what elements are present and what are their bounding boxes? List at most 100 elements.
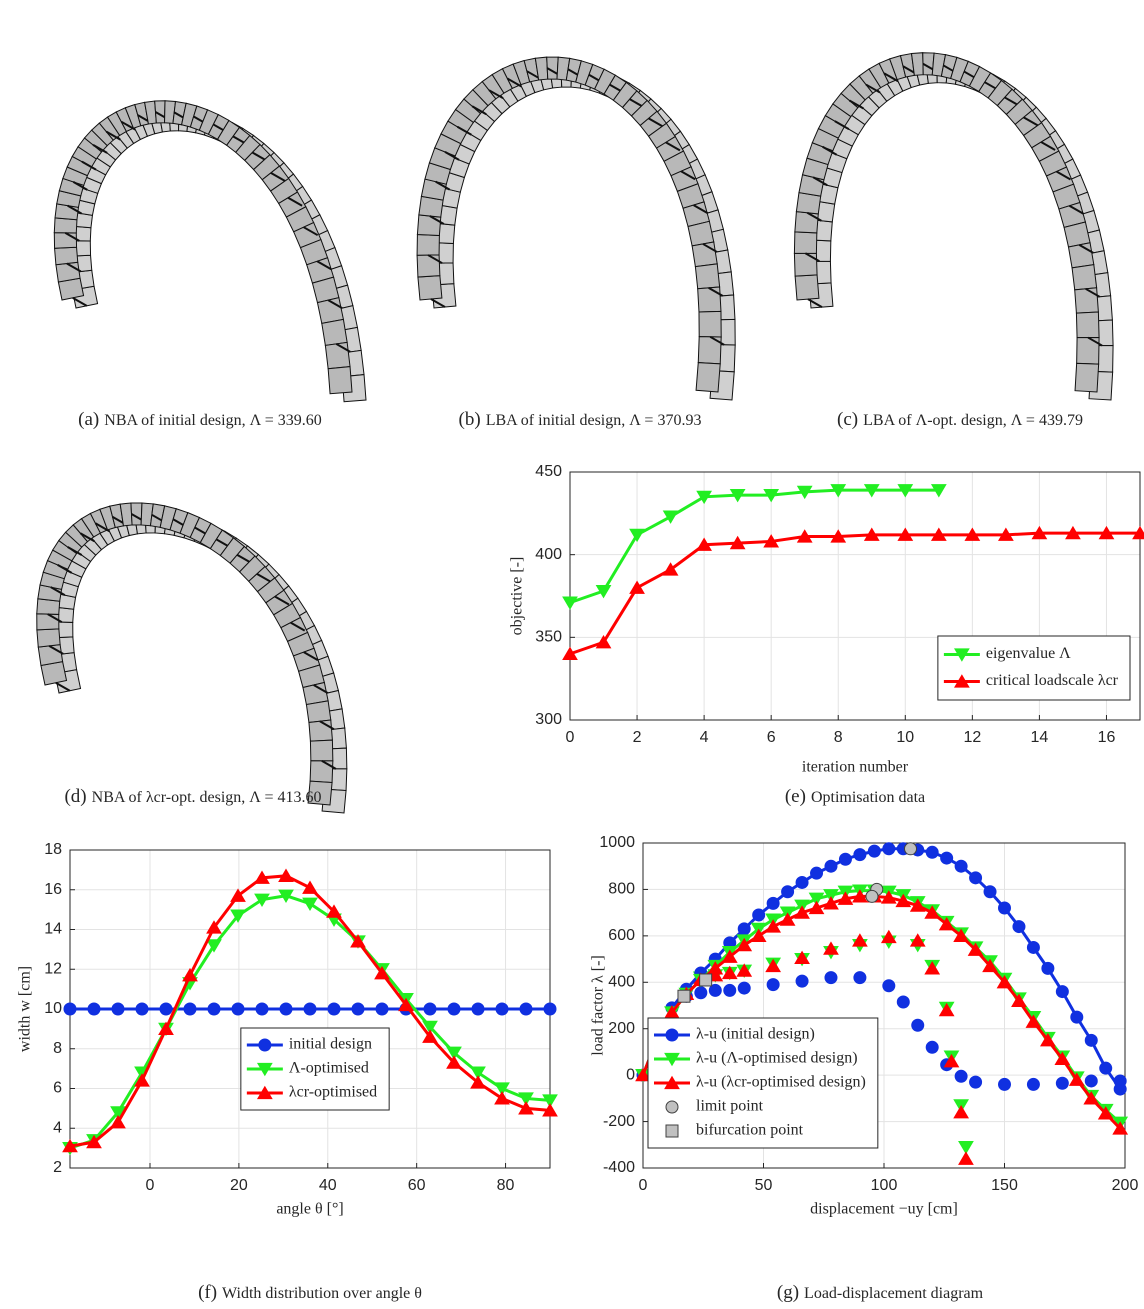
marker: [232, 1003, 244, 1015]
y-axis-label: width w [cm]: [17, 966, 34, 1052]
y-tick-label: 300: [535, 711, 562, 728]
arch-segment: [795, 275, 819, 300]
marker: [738, 982, 750, 994]
arch-segment: [417, 255, 440, 277]
legend-label: initial design: [289, 1036, 372, 1053]
x-axis-label: iteration number: [802, 759, 909, 776]
y-tick-label: 1000: [599, 834, 635, 851]
marker: [999, 902, 1011, 914]
arch-segment: [795, 212, 818, 233]
caption-label: (e): [785, 786, 806, 807]
legend-label: limit point: [696, 1098, 764, 1115]
marker: [136, 1003, 148, 1015]
x-axis-label: displacement −uy [cm]: [810, 1201, 958, 1218]
y-tick-label: 400: [608, 974, 635, 991]
marker: [666, 1101, 678, 1113]
caption-label: (b): [459, 409, 481, 430]
marker: [905, 843, 917, 855]
chart: 050100150200-400-20002004006008001000dis…: [590, 834, 1139, 1303]
legend: λ-u (initial design)λ-u (Λ-optimised des…: [648, 1018, 878, 1148]
marker: [854, 849, 866, 861]
x-tick-label: 40: [319, 1177, 337, 1194]
caption-text: NBA of initial design, Λ = 339.60: [104, 412, 322, 429]
marker: [767, 979, 779, 991]
y-tick-label: 18: [44, 841, 62, 858]
y-tick-label: 8: [53, 1040, 62, 1057]
arch-segment: [310, 740, 332, 761]
arch-segment: [37, 614, 59, 630]
marker: [160, 1003, 172, 1015]
y-tick-label: 16: [44, 881, 62, 898]
marker: [782, 886, 794, 898]
arch-segment: [417, 215, 440, 236]
caption-text: Optimisation data: [811, 789, 925, 806]
marker: [1085, 1034, 1097, 1046]
caption: (e) Optimisation data: [785, 786, 925, 807]
marker: [1085, 1075, 1097, 1087]
arch-segment: [325, 342, 350, 368]
arch-segment: [37, 629, 60, 647]
marker: [496, 1003, 508, 1015]
y-tick-label: 800: [608, 881, 635, 898]
marker: [883, 980, 895, 992]
marker: [912, 1019, 924, 1031]
y-tick-label: 4: [53, 1119, 62, 1136]
marker: [280, 1003, 292, 1015]
x-tick-label: 6: [767, 729, 776, 746]
marker: [868, 845, 880, 857]
caption-label: (c): [837, 409, 858, 430]
marker: [854, 972, 866, 984]
marker: [866, 890, 878, 902]
arch-segment: [38, 645, 62, 666]
marker: [1056, 1077, 1068, 1089]
marker: [825, 860, 837, 872]
x-tick-label: 100: [871, 1177, 898, 1194]
y-tick-label: 600: [608, 927, 635, 944]
marker: [64, 1003, 76, 1015]
marker: [1013, 921, 1025, 933]
legend-label: λ-u (λcr-optimised design): [696, 1074, 866, 1091]
marker: [796, 975, 808, 987]
marker: [767, 897, 779, 909]
y-tick-label: 400: [535, 546, 562, 563]
arch-segment: [309, 720, 332, 741]
arch-segment: [699, 311, 721, 337]
x-tick-label: 60: [408, 1177, 426, 1194]
caption-text: Load-displacement diagram: [804, 1285, 984, 1302]
legend-label: bifurcation point: [696, 1122, 804, 1139]
arch-segment: [418, 276, 442, 300]
x-tick-label: 80: [497, 1177, 515, 1194]
marker: [328, 1003, 340, 1015]
x-tick-label: 4: [700, 729, 709, 746]
legend: initial designΛ-optimisedλcr-optimised: [241, 1028, 389, 1110]
caption-text: LBA of initial design, Λ = 370.93: [486, 412, 702, 429]
marker: [520, 1003, 532, 1015]
arch-segment: [1075, 288, 1099, 313]
arch-render: [417, 57, 735, 400]
y-tick-label: 350: [535, 629, 562, 646]
x-tick-label: 8: [834, 729, 843, 746]
marker: [1114, 1083, 1126, 1095]
marker: [88, 1003, 100, 1015]
arch-segment: [322, 319, 347, 345]
marker: [955, 860, 967, 872]
figure: (a)NBA of initial design, Λ = 339.60(b)L…: [0, 0, 1144, 1309]
marker: [1071, 1011, 1083, 1023]
y-axis-label: objective [-]: [509, 557, 526, 636]
arch-segment: [328, 367, 352, 394]
marker: [666, 1125, 678, 1137]
marker: [208, 1003, 220, 1015]
caption: (c)LBA of Λ-opt. design, Λ = 439.79: [837, 409, 1083, 430]
marker: [825, 972, 837, 984]
marker: [1100, 1062, 1112, 1074]
marker: [926, 846, 938, 858]
y-tick-label: 14: [44, 921, 62, 938]
y-tick-label: 2: [53, 1159, 62, 1176]
marker: [796, 876, 808, 888]
marker: [424, 1003, 436, 1015]
caption: (f)Width distribution over angle θ: [198, 1282, 422, 1303]
marker: [678, 990, 690, 1002]
legend-label: critical loadscale λcr: [986, 672, 1119, 689]
arch-render: [37, 503, 347, 813]
